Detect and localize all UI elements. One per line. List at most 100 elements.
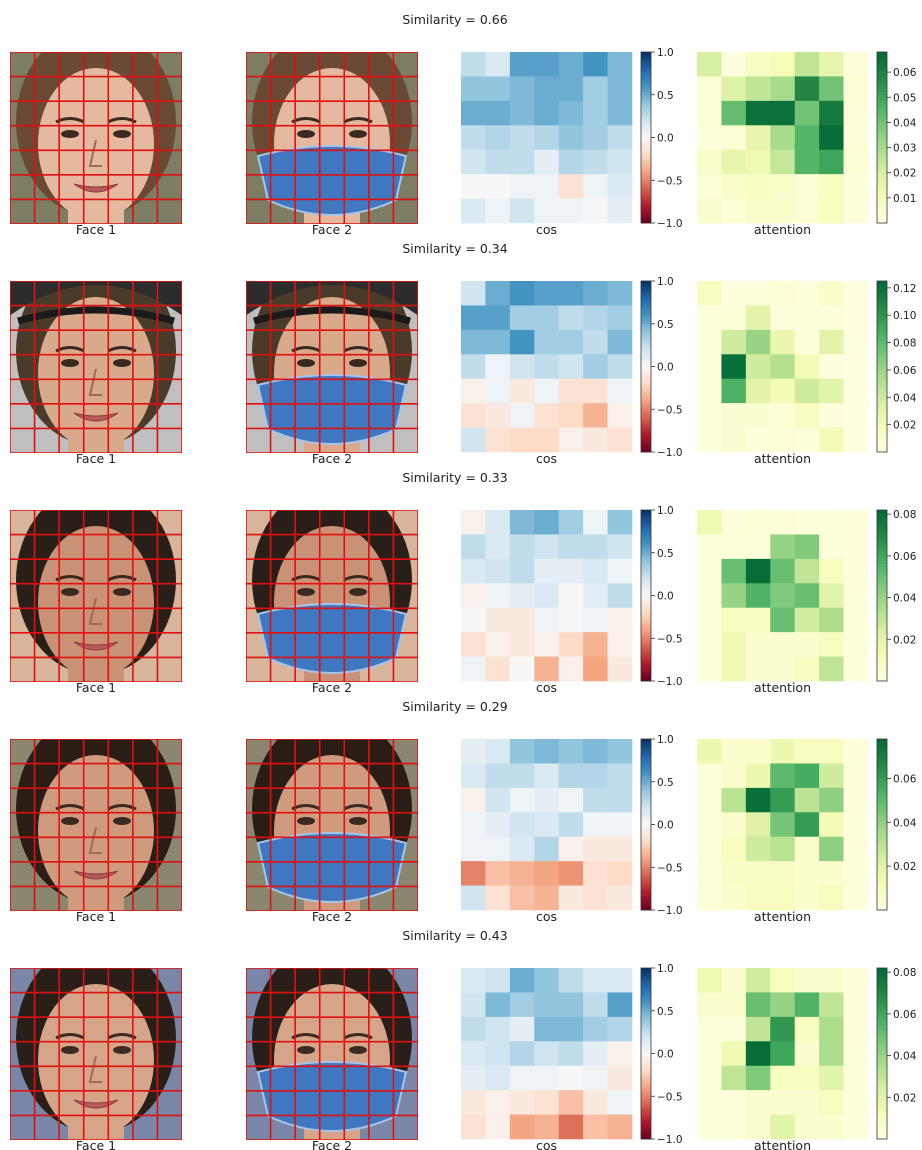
cos-heatmap-cell [509, 125, 535, 151]
cos-colorbar-tick: 1.0 [657, 734, 674, 746]
attention-heatmap-cell [770, 174, 796, 199]
cos-heatmap-cell [558, 812, 584, 838]
attention-heatmap-cell [770, 968, 796, 993]
cos-heatmap-cell [509, 632, 535, 657]
cos-heatmap-cell [461, 583, 486, 609]
attention-heatmap-cell [721, 656, 747, 682]
attention-heatmap-cell [794, 1114, 820, 1140]
attention-heatmap-cell [843, 787, 869, 813]
attention-heatmap-cell [794, 812, 820, 838]
attention-heatmap-cell [697, 510, 722, 535]
attention-heatmap-cell [770, 329, 796, 355]
attention-heatmap-cell [721, 354, 747, 380]
attention-heatmap-cell [843, 76, 869, 102]
attention-heatmap-cell [770, 198, 796, 224]
cos-heatmap-cell [534, 968, 560, 993]
attention-heatmap-cell [794, 968, 820, 993]
attention-heatmap-cell [843, 656, 869, 682]
cos-heatmap-cell [461, 1016, 486, 1042]
attention-colorbar-tick: 0.02 [893, 420, 916, 432]
face2-r1-grid [246, 281, 418, 453]
attention-heatmap-cell [770, 558, 796, 584]
cos-heatmap-cell [607, 378, 633, 404]
cos-heatmap-cell [485, 558, 511, 584]
cos-heatmap-cell [534, 1065, 560, 1091]
cos-heatmap-cell [534, 198, 560, 224]
cos-heatmap-cell [558, 281, 584, 306]
cos-heatmap-cell [558, 149, 584, 175]
cos-heatmap-cell [534, 861, 560, 886]
cos-heatmap-cell [583, 281, 608, 306]
cos-heatmap-cell [461, 52, 486, 77]
attention-heatmap-cell [819, 607, 844, 633]
cos-colorbar-tick: 0.5 [657, 548, 674, 560]
cos-heatmap-cell [509, 427, 535, 453]
attention-heatmap-cell [843, 1016, 869, 1042]
attention-heatmap-cell [819, 1065, 844, 1091]
attention-heatmap-cell [721, 403, 747, 428]
attention-heatmap-cell [794, 861, 820, 886]
attention-heatmap-cell [721, 861, 747, 886]
cos-heatmap-cell [485, 1065, 511, 1091]
cos-heatmap-cell [534, 329, 560, 355]
attention-heatmap-cell [697, 812, 722, 838]
attention-heatmap-cell [843, 1041, 869, 1067]
cos-colorbar-tick: 0.0 [657, 133, 674, 145]
attention-heatmap-cell [770, 1016, 796, 1042]
attention-heatmap-cell [745, 305, 771, 331]
attention-heatmap-cell [770, 787, 796, 813]
attention-heatmap-cell [794, 763, 820, 789]
attention-colorbar-tick: 0.04 [893, 1051, 917, 1063]
cos-colorbar-tick: −0.5 [657, 404, 683, 416]
attention-heatmap-cell [745, 52, 771, 77]
attention-heatmap-cell [721, 149, 747, 175]
cos-heatmap-cell [583, 403, 608, 428]
cos-heatmap-cell [607, 992, 633, 1018]
attention-heatmap-cell [745, 861, 771, 886]
cos-heatmap-cell [607, 656, 633, 682]
attention-heatmap-cell [745, 1114, 771, 1140]
attention-heatmap-cell [843, 174, 869, 199]
cos-heatmap-cell [509, 1065, 535, 1091]
cos-colorbar-tick: −0.5 [657, 633, 683, 645]
cos-heatmap-cell [485, 403, 511, 428]
attention-heatmap-cell [721, 427, 747, 453]
attention-heatmap-cell [721, 174, 747, 199]
attention-heatmap-cell [721, 739, 747, 764]
cos-heatmap-cell [485, 125, 511, 151]
cos-xlabel: cos [536, 1138, 557, 1150]
cos-heatmap-cell [534, 885, 560, 911]
attention-xlabel: attention [754, 909, 811, 924]
cos-heatmap-cell [583, 149, 608, 175]
cos-heatmap-cell [534, 149, 560, 175]
attention-heatmap-cell [819, 329, 844, 355]
cos-heatmap-cell [509, 787, 535, 813]
attention-heatmap-cell [843, 534, 869, 560]
cos-heatmap-cell [607, 787, 633, 813]
attention-colorbar-tick: 0.10 [893, 310, 916, 322]
cos-heatmap-cell [558, 329, 584, 355]
figure-row: Similarity = 0.29 Face 1 Face 2 cos 1.0 0.5 0.… [10, 699, 917, 924]
attention-heatmap-cell [745, 1016, 771, 1042]
cos-heatmap-cell [509, 76, 535, 102]
cos-heatmap-cell [534, 427, 560, 453]
attention-heatmap-cell [843, 558, 869, 584]
attention-heatmap-cell [745, 1041, 771, 1067]
cos-heatmap-cell [534, 607, 560, 633]
cos-heatmap-cell [607, 885, 633, 911]
attention-heatmap-cell [794, 281, 820, 306]
cos-heatmap-cell [461, 354, 486, 380]
attention-heatmap-cell [843, 583, 869, 609]
face2-label: Face 2 [312, 451, 352, 466]
attention-heatmap-cell [843, 1090, 869, 1115]
attention-heatmap-cell [770, 305, 796, 331]
cos-heatmap-cell [509, 836, 535, 862]
attention-heatmap-cell [721, 992, 747, 1018]
cos-heatmap-cell [534, 1041, 560, 1067]
attention-heatmap-cell [770, 281, 796, 306]
attention-heatmap-cell [843, 305, 869, 331]
cos-heatmap-cell [509, 281, 535, 306]
cos-heatmap-cell [461, 992, 486, 1018]
cos-heatmap-cell [485, 861, 511, 886]
